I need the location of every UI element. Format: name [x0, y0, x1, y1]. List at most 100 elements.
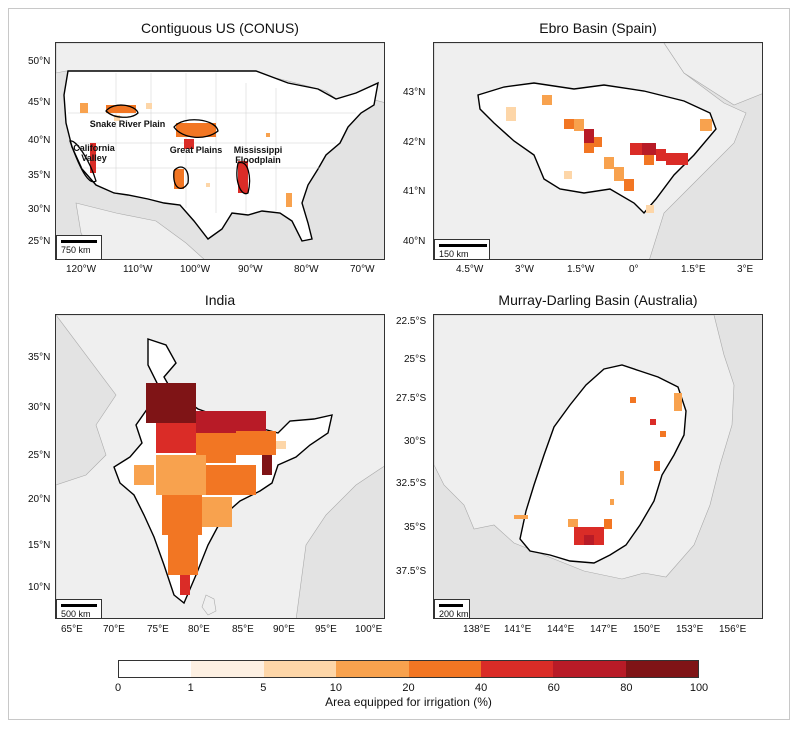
- ebro-irrigation-cells: [506, 95, 712, 213]
- scalebar-india: 500 km: [56, 599, 102, 618]
- x-tick: 153°E: [676, 624, 704, 635]
- annot-snake-river-plain: Snake River Plain: [89, 119, 166, 129]
- colorbar-tick: 20: [402, 682, 415, 694]
- colorbar-segment: [263, 661, 337, 677]
- colorbar-segment: [336, 661, 409, 677]
- x-tick: 1.5°E: [681, 264, 706, 275]
- x-tick: 156°E: [719, 624, 747, 635]
- y-tick: 22.5°S: [396, 316, 427, 327]
- x-tick: 147°E: [590, 624, 618, 635]
- colorbar-segment: [191, 661, 264, 677]
- ebro-map-svg: [434, 43, 762, 259]
- x-tick: 80°W: [294, 264, 319, 275]
- india-map-svg: [56, 315, 384, 618]
- conus-region-outlines: [69, 104, 251, 195]
- x-tick: 100°W: [180, 264, 211, 275]
- colorbar-tick: 10: [329, 682, 342, 694]
- y-tick: 25°N: [28, 236, 51, 247]
- y-tick: 43°N: [403, 87, 426, 98]
- colorbar-tick: 5: [260, 682, 267, 694]
- x-tick: 144°E: [547, 624, 575, 635]
- x-tick: 70°E: [103, 624, 125, 635]
- x-tick: 110°W: [123, 264, 153, 275]
- x-tick: 100°E: [355, 624, 383, 635]
- murray-darling-irrigation-cells: [514, 393, 682, 545]
- x-tick: 141°E: [504, 624, 532, 635]
- y-tick: 25°S: [404, 354, 426, 365]
- scalebar-conus: 750 km: [56, 235, 102, 259]
- map-india: 500 km: [55, 314, 385, 619]
- sri-lanka: [201, 594, 217, 616]
- y-tick: 15°N: [28, 540, 51, 551]
- x-tick: 75°E: [147, 624, 169, 635]
- x-tick: 90°W: [238, 264, 263, 275]
- conus-map-svg: [56, 43, 384, 259]
- y-tick: 27.5°S: [396, 393, 427, 404]
- colorbar-segment: [553, 661, 626, 677]
- x-tick: 0°: [629, 264, 639, 275]
- y-tick: 35°S: [404, 522, 426, 533]
- y-tick: 30°N: [28, 204, 51, 215]
- murray-darling-basin: [519, 364, 687, 564]
- annot-mississippi-floodplain: Mississippi Floodplain: [233, 145, 283, 165]
- y-tick: 50°N: [28, 56, 51, 67]
- map-conus: Snake River Plain California Valley Grea…: [55, 42, 385, 260]
- ebro-basin: [477, 82, 717, 215]
- panel-title-ebro: Ebro Basin (Spain): [539, 20, 657, 36]
- x-tick: 70°W: [350, 264, 375, 275]
- colorbar-tick: 0: [114, 682, 122, 694]
- y-tick: 45°N: [28, 97, 51, 108]
- colorbar-segment: [408, 661, 481, 677]
- y-tick: 32.5°S: [396, 478, 427, 489]
- scalebar-ebro: 150 km: [434, 239, 490, 259]
- conus-irrigation-cells: [80, 103, 292, 207]
- figure-frame: [8, 8, 790, 720]
- y-tick: 30°S: [404, 436, 426, 447]
- x-tick: 138°E: [463, 624, 491, 635]
- scalebar-murray-darling: 200 km: [434, 599, 470, 618]
- x-tick: 95°E: [315, 624, 337, 635]
- x-tick: 85°E: [232, 624, 254, 635]
- india-irrigation-cells: [134, 383, 286, 595]
- y-tick: 10°N: [28, 582, 51, 593]
- annot-california-valley: California Valley: [73, 143, 115, 163]
- x-tick: 3°E: [737, 264, 754, 275]
- colorbar: [118, 660, 699, 678]
- y-tick: 40°N: [403, 236, 426, 247]
- x-tick: 90°E: [273, 624, 295, 635]
- y-tick: 40°N: [28, 135, 51, 146]
- x-tick: 120°W: [66, 264, 97, 275]
- map-ebro: 150 km: [433, 42, 763, 260]
- y-tick: 37.5°S: [396, 566, 427, 577]
- conus-land: [63, 70, 379, 242]
- y-tick: 30°N: [28, 402, 51, 413]
- colorbar-segment: [119, 661, 192, 677]
- y-tick: 41°N: [403, 186, 426, 197]
- colorbar-label: Area equipped for irrigation (%): [325, 695, 492, 709]
- y-tick: 35°N: [28, 352, 51, 363]
- panel-title-india: India: [204, 292, 236, 308]
- y-tick: 42°N: [403, 137, 426, 148]
- x-tick: 1.5°W: [567, 264, 595, 275]
- map-murray-darling: 200 km: [433, 314, 763, 619]
- panel-title-murray-darling: Murray-Darling Basin (Australia): [498, 292, 698, 308]
- colorbar-tick: 40: [475, 682, 488, 694]
- murray-darling-map-svg: [434, 315, 735, 580]
- annot-great-plains: Great Plains: [169, 145, 223, 155]
- france-land: [663, 43, 762, 106]
- colorbar-tick: 60: [547, 682, 560, 694]
- y-tick: 25°N: [28, 450, 51, 461]
- colorbar-tick: 1: [187, 682, 194, 694]
- colorbar-segment: [625, 661, 698, 677]
- colorbar-segment: [480, 661, 554, 677]
- x-tick: 3°W: [515, 264, 534, 275]
- x-tick: 150°E: [633, 624, 661, 635]
- colorbar-tick: 80: [620, 682, 633, 694]
- x-tick: 80°E: [188, 624, 210, 635]
- y-tick: 20°N: [28, 494, 51, 505]
- panel-title-conus: Contiguous US (CONUS): [141, 20, 299, 36]
- colorbar-tick: 100: [689, 682, 709, 694]
- x-tick: 4.5°W: [456, 264, 484, 275]
- y-tick: 35°N: [28, 170, 51, 181]
- canada-land: [56, 43, 384, 104]
